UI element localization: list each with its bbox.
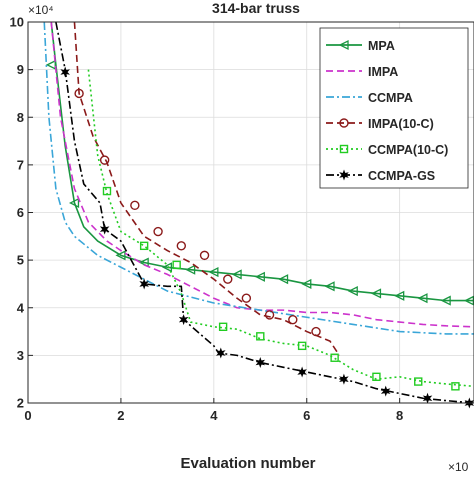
series-marker [176, 241, 187, 251]
series-impa-10-c- [73, 21, 340, 356]
series-marker [297, 341, 307, 351]
x-tick-label: 6 [303, 408, 310, 423]
series-marker [311, 326, 321, 337]
y-tick-label: 6 [17, 205, 24, 220]
series-line [50, 21, 474, 302]
x-exponent-label: ×10 [448, 460, 469, 474]
y-tick-label: 7 [17, 157, 24, 172]
y-tick-label: 3 [17, 348, 24, 363]
series-line [87, 69, 474, 388]
legend-entry: CCMPA [326, 91, 413, 105]
legend-entry: MPA [326, 39, 395, 53]
legend-entry: CCMPA-GS [326, 169, 435, 183]
legend-label: IMPA(10-C) [368, 117, 434, 131]
legend-entry: IMPA [326, 65, 398, 79]
legend-entries: MPA IMPA CCMPA IMPA(10-C) CCMPA(10-C) CCMPA-G… [326, 39, 448, 183]
series-marker [74, 88, 84, 99]
series-line [73, 21, 340, 356]
legend-label: IMPA [368, 65, 398, 79]
legend-swatch-marker [339, 169, 349, 181]
series-impa [50, 21, 474, 328]
series-marker [440, 295, 451, 306]
series-ccmpa [43, 21, 474, 335]
legend-entry: IMPA(10-C) [326, 117, 434, 131]
series-marker [139, 241, 149, 251]
legend-label: CCMPA(10-C) [368, 143, 448, 157]
series-marker [288, 314, 298, 325]
series-marker [370, 288, 382, 299]
x-axis-label: Evaluation number [180, 455, 315, 472]
series-marker [99, 155, 110, 165]
series-marker [153, 226, 163, 237]
series-marker [380, 385, 391, 397]
y-tick-label: 9 [17, 62, 24, 77]
y-exponent-label: ×10⁴ [28, 3, 54, 17]
series-marker [451, 382, 460, 391]
series-marker [60, 66, 70, 78]
series-marker [372, 372, 381, 382]
y-tick-label: 8 [17, 110, 24, 125]
series-marker [161, 262, 173, 273]
y-tick-label: 5 [17, 253, 24, 268]
legend-label: CCMPA [368, 91, 413, 105]
series-marker [172, 260, 181, 270]
series-marker [130, 200, 140, 211]
series-marker [255, 357, 266, 369]
series-marker [102, 186, 112, 196]
series-marker [414, 377, 423, 386]
y-tick-label: 10 [10, 15, 24, 30]
legend-box [319, 27, 469, 189]
series-marker [185, 264, 196, 275]
series-marker [256, 332, 265, 341]
series-marker [417, 293, 428, 304]
x-tick-label: 8 [396, 408, 403, 423]
legend-swatch-marker [339, 118, 349, 128]
x-tick-label: 2 [117, 408, 124, 423]
x-tick-label: 4 [210, 408, 218, 423]
legend-label: CCMPA-GS [368, 169, 435, 183]
series-ccmpa-10-c- [87, 69, 474, 391]
series-marker [69, 197, 80, 209]
series-marker [394, 290, 405, 301]
series-marker [218, 322, 228, 331]
series-marker [208, 266, 219, 278]
legend-swatch-marker [338, 39, 349, 51]
legend-entry: CCMPA(10-C) [326, 143, 448, 157]
legend: MPA IMPA CCMPA IMPA(10-C) CCMPA(10-C) CCMPA-G… [319, 27, 469, 189]
series-marker [45, 59, 56, 70]
series-marker [231, 269, 242, 280]
legend-swatch-marker [339, 144, 349, 154]
series-marker [241, 293, 252, 303]
series-marker [463, 295, 474, 306]
series-lines [43, 21, 474, 409]
series-marker [347, 286, 358, 297]
series-marker [330, 353, 339, 362]
series-marker [178, 314, 189, 326]
series-marker [99, 223, 110, 235]
x-tick-label: 0 [24, 408, 31, 423]
y-tick-label: 2 [17, 396, 24, 411]
series-marker [199, 250, 210, 261]
chart-title: 314-bar truss [212, 0, 300, 16]
series-marker [324, 281, 335, 292]
series-marker [278, 274, 289, 285]
series-marker [264, 310, 275, 320]
series-mpa [45, 21, 474, 306]
series-line [50, 21, 474, 328]
y-tick-label: 4 [17, 300, 25, 315]
series-marker [139, 278, 149, 290]
series-marker [297, 366, 307, 378]
series-marker [223, 274, 233, 284]
series-marker [115, 250, 126, 261]
series-marker [254, 271, 265, 282]
series-line [43, 21, 474, 335]
series-marker [216, 347, 226, 359]
series-marker [339, 373, 349, 385]
legend-label: MPA [368, 39, 395, 53]
series-marker [301, 278, 312, 289]
